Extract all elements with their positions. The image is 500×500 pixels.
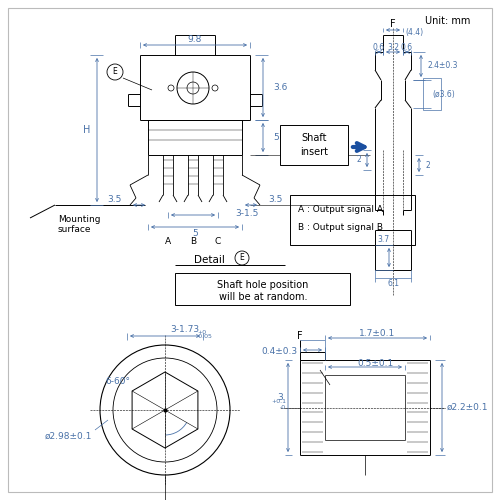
Text: insert: insert xyxy=(300,147,328,157)
Text: +0: +0 xyxy=(197,330,206,334)
Polygon shape xyxy=(175,273,350,305)
Text: C: C xyxy=(215,238,221,246)
Text: 0.4±0.3: 0.4±0.3 xyxy=(262,348,298,356)
Text: A: A xyxy=(165,238,171,246)
Text: 3.2: 3.2 xyxy=(387,44,399,52)
Text: -0: -0 xyxy=(280,405,286,410)
Text: 3.5: 3.5 xyxy=(108,196,122,204)
Text: ø2.98±0.1: ø2.98±0.1 xyxy=(44,432,92,440)
Text: Shaft: Shaft xyxy=(301,133,327,143)
Text: 5: 5 xyxy=(273,132,279,141)
Text: 1.7±0.1: 1.7±0.1 xyxy=(360,328,396,338)
Text: 6-60°: 6-60° xyxy=(105,378,130,386)
Text: 3: 3 xyxy=(277,393,283,402)
Text: 3.6: 3.6 xyxy=(273,82,287,92)
Text: surface: surface xyxy=(58,226,92,234)
Text: B: B xyxy=(190,238,196,246)
Text: Detail: Detail xyxy=(194,255,228,265)
Text: E: E xyxy=(112,68,117,76)
Text: 0.5±0.1: 0.5±0.1 xyxy=(357,358,393,368)
Text: 3.5: 3.5 xyxy=(268,196,282,204)
Text: A : Output signal A: A : Output signal A xyxy=(298,206,383,214)
Text: Unit: mm: Unit: mm xyxy=(424,16,470,26)
Text: E: E xyxy=(240,254,244,262)
Text: +0.1: +0.1 xyxy=(271,399,286,404)
Text: B : Output signal B: B : Output signal B xyxy=(298,224,383,232)
Text: F: F xyxy=(297,331,303,341)
Polygon shape xyxy=(290,195,415,245)
Polygon shape xyxy=(280,125,348,165)
Text: ø2.2±0.1: ø2.2±0.1 xyxy=(447,403,488,412)
Text: 2: 2 xyxy=(425,160,430,170)
Text: 9.8: 9.8 xyxy=(188,36,202,44)
Text: 0.6: 0.6 xyxy=(373,44,385,52)
Text: F: F xyxy=(390,19,396,29)
Text: 3.7: 3.7 xyxy=(377,236,389,244)
Text: H: H xyxy=(82,125,90,135)
Text: 3-1.73: 3-1.73 xyxy=(170,324,199,334)
Text: 2.4±0.3: 2.4±0.3 xyxy=(427,62,458,70)
Text: (ø3.6): (ø3.6) xyxy=(432,90,455,98)
Text: Mounting: Mounting xyxy=(58,216,100,224)
Text: will be at random.: will be at random. xyxy=(219,292,307,302)
Text: 0.6: 0.6 xyxy=(401,44,413,52)
Text: 2: 2 xyxy=(356,156,361,164)
Text: -0.05: -0.05 xyxy=(197,334,213,340)
Text: 6.1: 6.1 xyxy=(387,280,399,288)
Text: 5: 5 xyxy=(192,228,198,237)
Text: (4.4): (4.4) xyxy=(405,28,423,36)
Text: Shaft hole position: Shaft hole position xyxy=(218,280,308,290)
Text: 3-1.5: 3-1.5 xyxy=(235,208,258,218)
